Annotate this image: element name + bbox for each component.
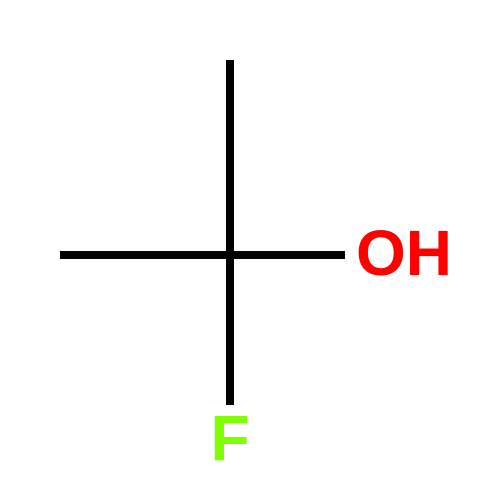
atom-label-f: F xyxy=(210,402,249,474)
atom-label-oh: OH xyxy=(356,217,452,289)
molecule-diagram: OH F xyxy=(0,0,500,500)
